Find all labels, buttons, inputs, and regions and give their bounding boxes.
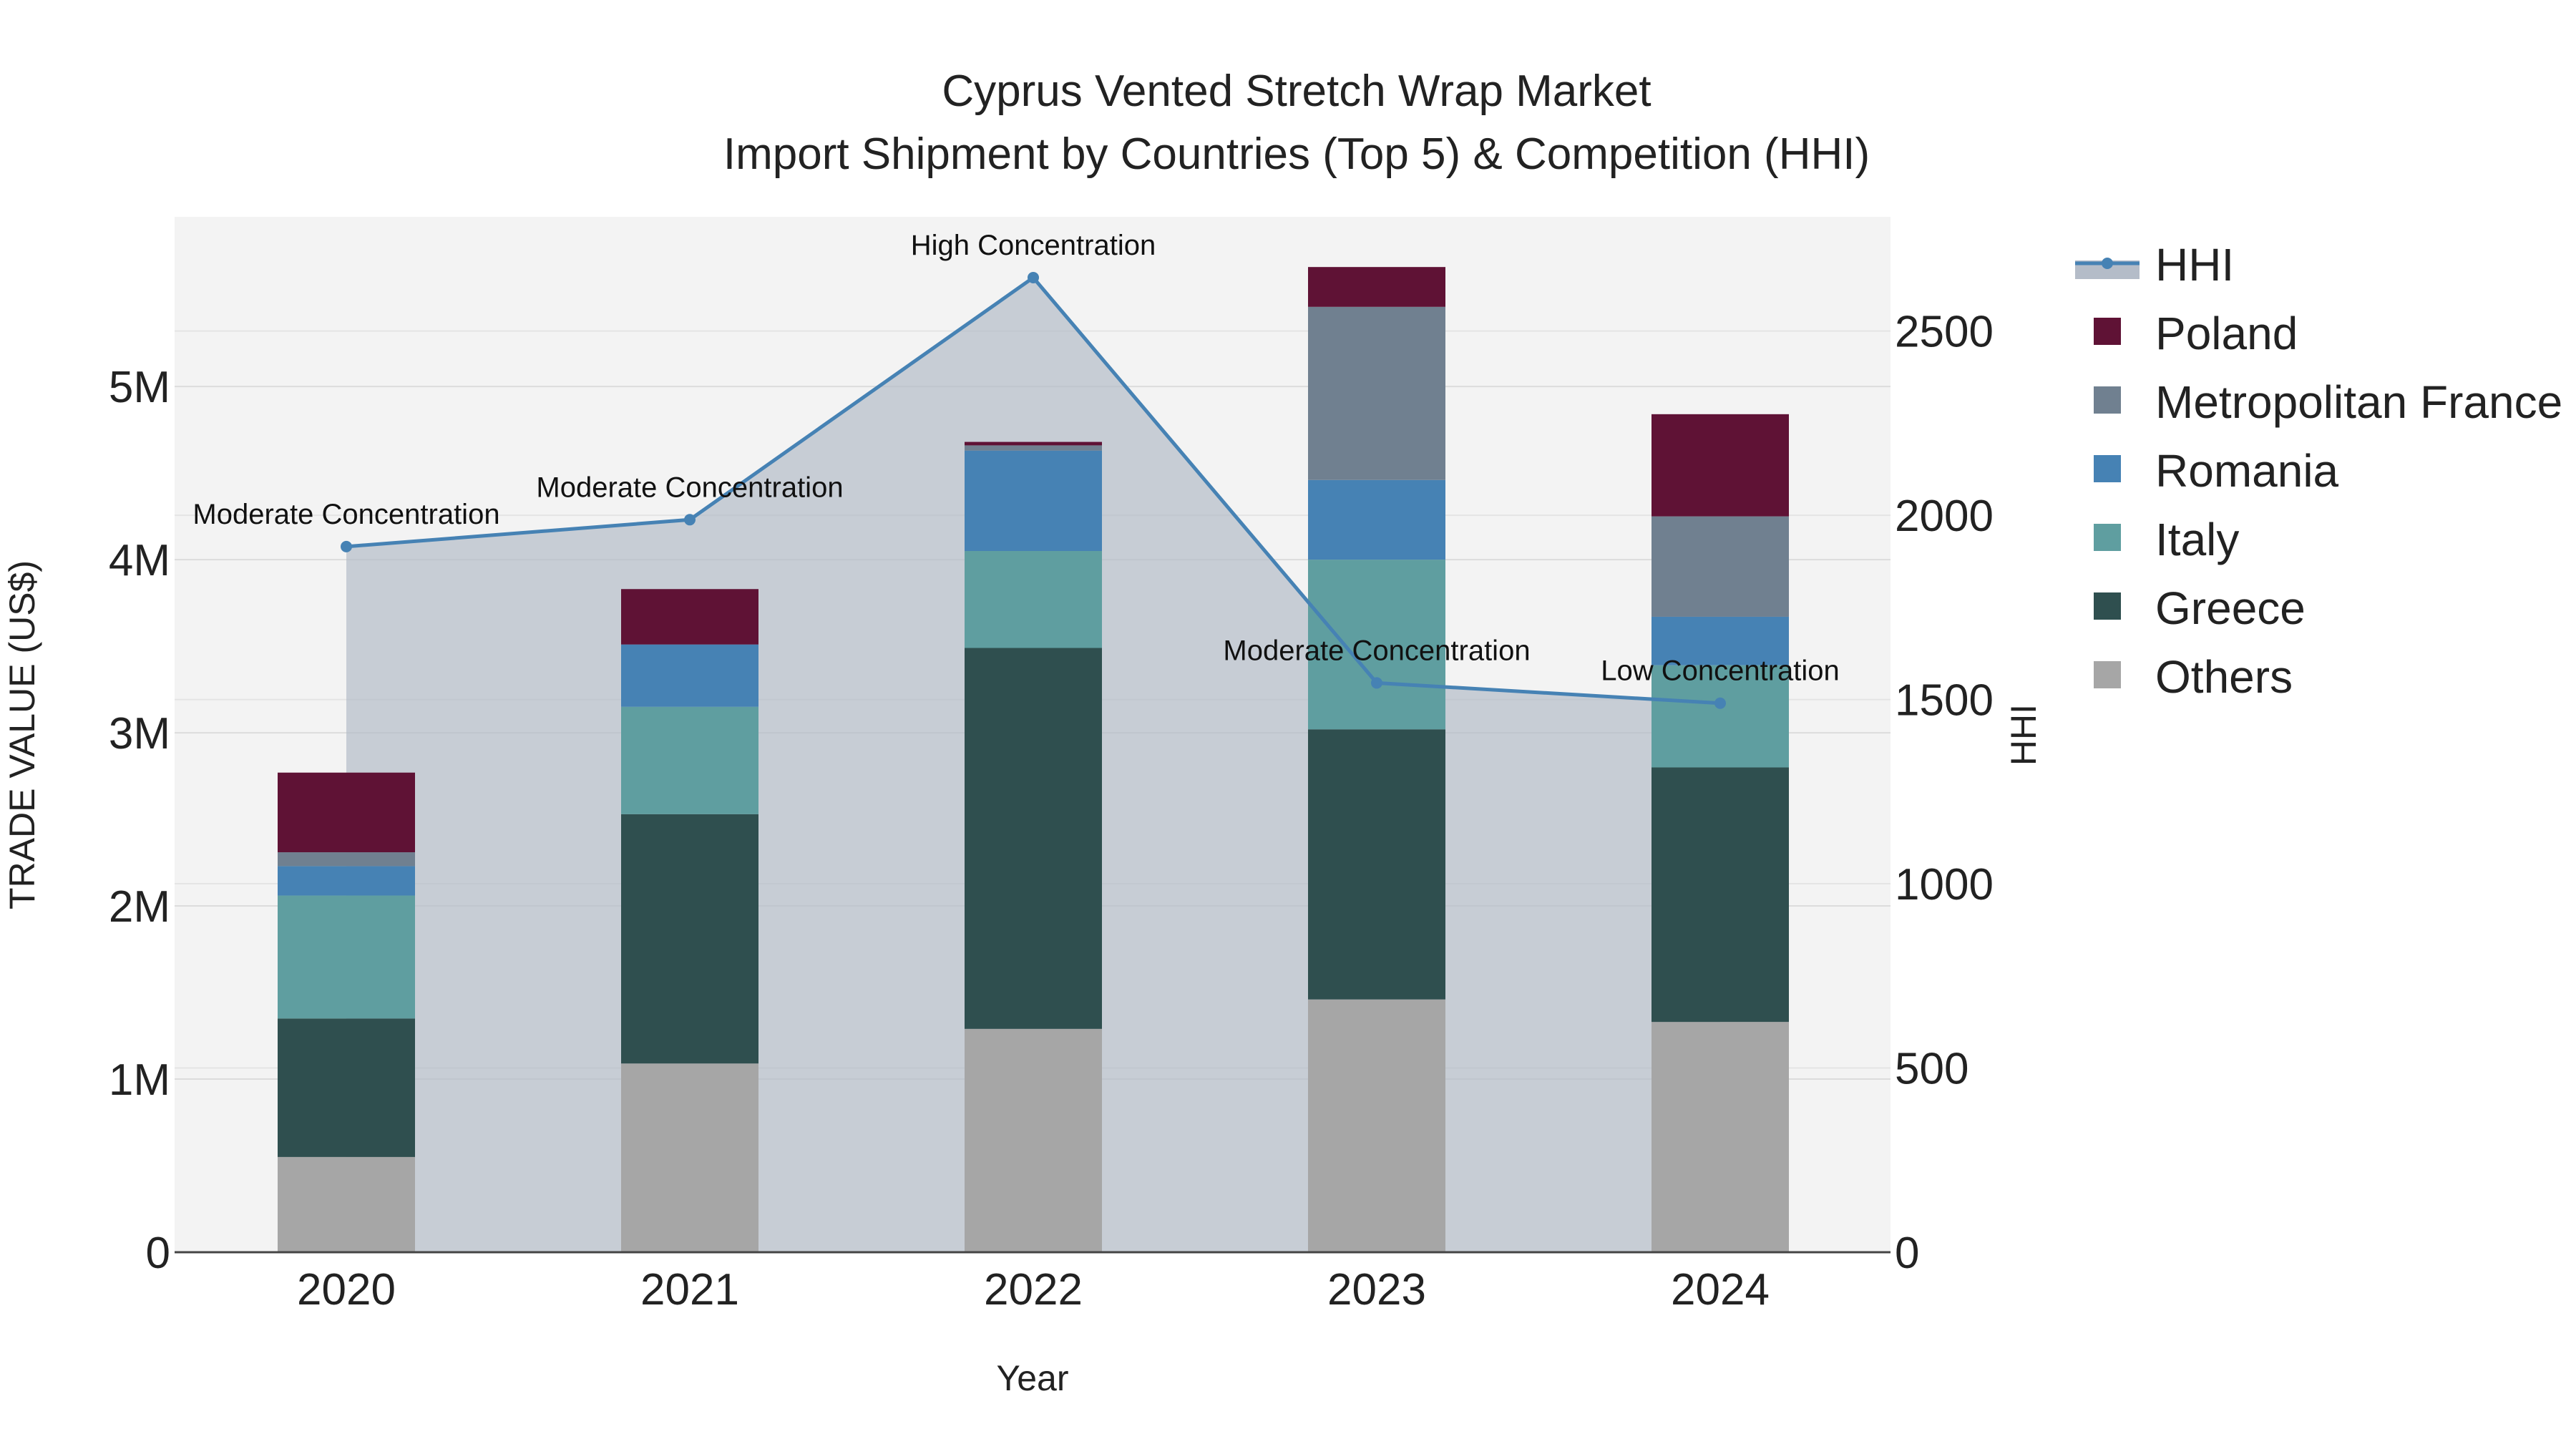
y2-tick-label: 0	[1895, 1229, 1919, 1278]
bar-segment-others	[965, 1028, 1102, 1252]
hhi-point	[1028, 271, 1039, 283]
y2-tick-label: 1000	[1895, 860, 1994, 909]
x-axis-title: Year	[996, 1358, 1068, 1398]
legend-item-romania[interactable]: Romania	[2094, 445, 2339, 497]
bar-segment-romania	[1652, 616, 1789, 665]
legend-item-italy[interactable]: Italy	[2094, 514, 2239, 565]
bar-segment-italy	[1308, 560, 1445, 730]
bar-segment-romania	[965, 450, 1102, 552]
legend-swatch	[2094, 318, 2121, 345]
legend-label: Romania	[2155, 445, 2339, 497]
hhi-annotation: Moderate Concentration	[192, 499, 499, 530]
x-tick-label: 2023	[1327, 1265, 1426, 1314]
hhi-point	[684, 514, 696, 526]
hhi-annotation: Moderate Concentration	[1223, 635, 1530, 666]
bar-segment-greece	[1308, 729, 1445, 1000]
legend-label: HHI	[2155, 239, 2234, 291]
bar-segment-italy	[965, 551, 1102, 648]
legend-item-metropolitan-france[interactable]: Metropolitan France	[2094, 376, 2562, 428]
hhi-point	[1714, 697, 1726, 709]
hhi-annotations: Moderate Concentration Moderate Concentra…	[192, 230, 1839, 687]
chart-subtitle: Import Shipment by Countries (Top 5) & C…	[723, 130, 1870, 179]
bar-segment-others	[1652, 1022, 1789, 1252]
bar-segment-greece	[965, 648, 1102, 1029]
y2-axis-ticks: 0 500 1000 1500 2000 2500	[1895, 308, 1994, 1278]
legend-item-greece[interactable]: Greece	[2094, 582, 2306, 634]
chart-title: Cyprus Vented Stretch Wrap Market	[942, 67, 1651, 116]
y-axis-ticks: 0 1M 2M 3M 4M 5M	[109, 363, 170, 1278]
legend-swatch-marker	[2102, 258, 2113, 269]
bar-segment-metropolitan-france	[965, 445, 1102, 451]
bar-segment-others	[621, 1063, 758, 1252]
y-tick-label: 5M	[109, 363, 170, 412]
hhi-point	[341, 540, 352, 552]
legend-label: Italy	[2155, 514, 2239, 565]
hhi-annotation: Low Concentration	[1601, 655, 1840, 687]
bar-segment-romania	[1308, 479, 1445, 560]
legend-item-others[interactable]: Others	[2094, 651, 2293, 703]
bar-segment-poland	[621, 589, 758, 645]
y2-tick-label: 2500	[1895, 308, 1994, 357]
bar-segment-italy	[621, 706, 758, 814]
bar-segment-poland	[1308, 267, 1445, 307]
legend-swatch	[2094, 455, 2121, 482]
legend-item-poland[interactable]: Poland	[2094, 308, 2298, 359]
bar-segment-italy	[278, 895, 415, 1019]
bar-segment-greece	[621, 814, 758, 1064]
x-tick-label: 2024	[1671, 1265, 1770, 1314]
legend-label: Greece	[2155, 582, 2306, 634]
legend-label: Metropolitan France	[2155, 376, 2562, 428]
x-tick-label: 2020	[297, 1265, 396, 1314]
x-tick-label: 2022	[984, 1265, 1083, 1314]
bar-segment-poland	[1652, 414, 1789, 517]
bar-segment-poland	[965, 441, 1102, 446]
y2-axis-title: HHI	[2004, 704, 2044, 766]
x-axis-ticks: 2020 2021 2022 2023 2024	[297, 1265, 1770, 1314]
legend: HHI Poland Metropolitan France Romania Italy…	[2075, 239, 2562, 703]
hhi-annotation: High Concentration	[911, 230, 1156, 261]
bars	[278, 267, 1789, 1252]
y-tick-label: 0	[146, 1229, 170, 1278]
bar-segment-romania	[278, 866, 415, 896]
legend-swatch	[2094, 592, 2121, 620]
y-tick-label: 4M	[109, 536, 170, 585]
legend-label: Others	[2155, 651, 2293, 703]
y2-tick-label: 2000	[1895, 492, 1994, 541]
bar-segment-others	[1308, 999, 1445, 1252]
bar-segment-greece	[1652, 767, 1789, 1023]
legend-swatch	[2094, 386, 2121, 414]
bar-segment-poland	[278, 772, 415, 853]
y2-tick-label: 500	[1895, 1045, 1968, 1094]
y-axis-title: TRADE VALUE (US$)	[2, 560, 42, 909]
legend-item-hhi[interactable]: HHI	[2075, 239, 2234, 291]
y2-tick-label: 1500	[1895, 676, 1994, 726]
bar-segment-romania	[621, 644, 758, 707]
bar-segment-others	[278, 1156, 415, 1252]
y-tick-label: 1M	[109, 1055, 170, 1105]
hhi-point	[1371, 677, 1382, 689]
bar-segment-italy	[1652, 665, 1789, 768]
bar-segment-metropolitan-france	[1308, 306, 1445, 480]
x-tick-label: 2021	[640, 1265, 739, 1314]
hhi-line	[341, 271, 1726, 709]
hhi-annotation: Moderate Concentration	[536, 472, 843, 503]
legend-swatch	[2094, 524, 2121, 551]
legend-label: Poland	[2155, 308, 2298, 359]
bar-segment-metropolitan-france	[278, 852, 415, 867]
legend-swatch	[2094, 661, 2121, 688]
bar-segment-metropolitan-france	[1652, 516, 1789, 617]
y-tick-label: 2M	[109, 882, 170, 932]
bar-segment-greece	[278, 1018, 415, 1157]
y-tick-label: 3M	[109, 709, 170, 758]
